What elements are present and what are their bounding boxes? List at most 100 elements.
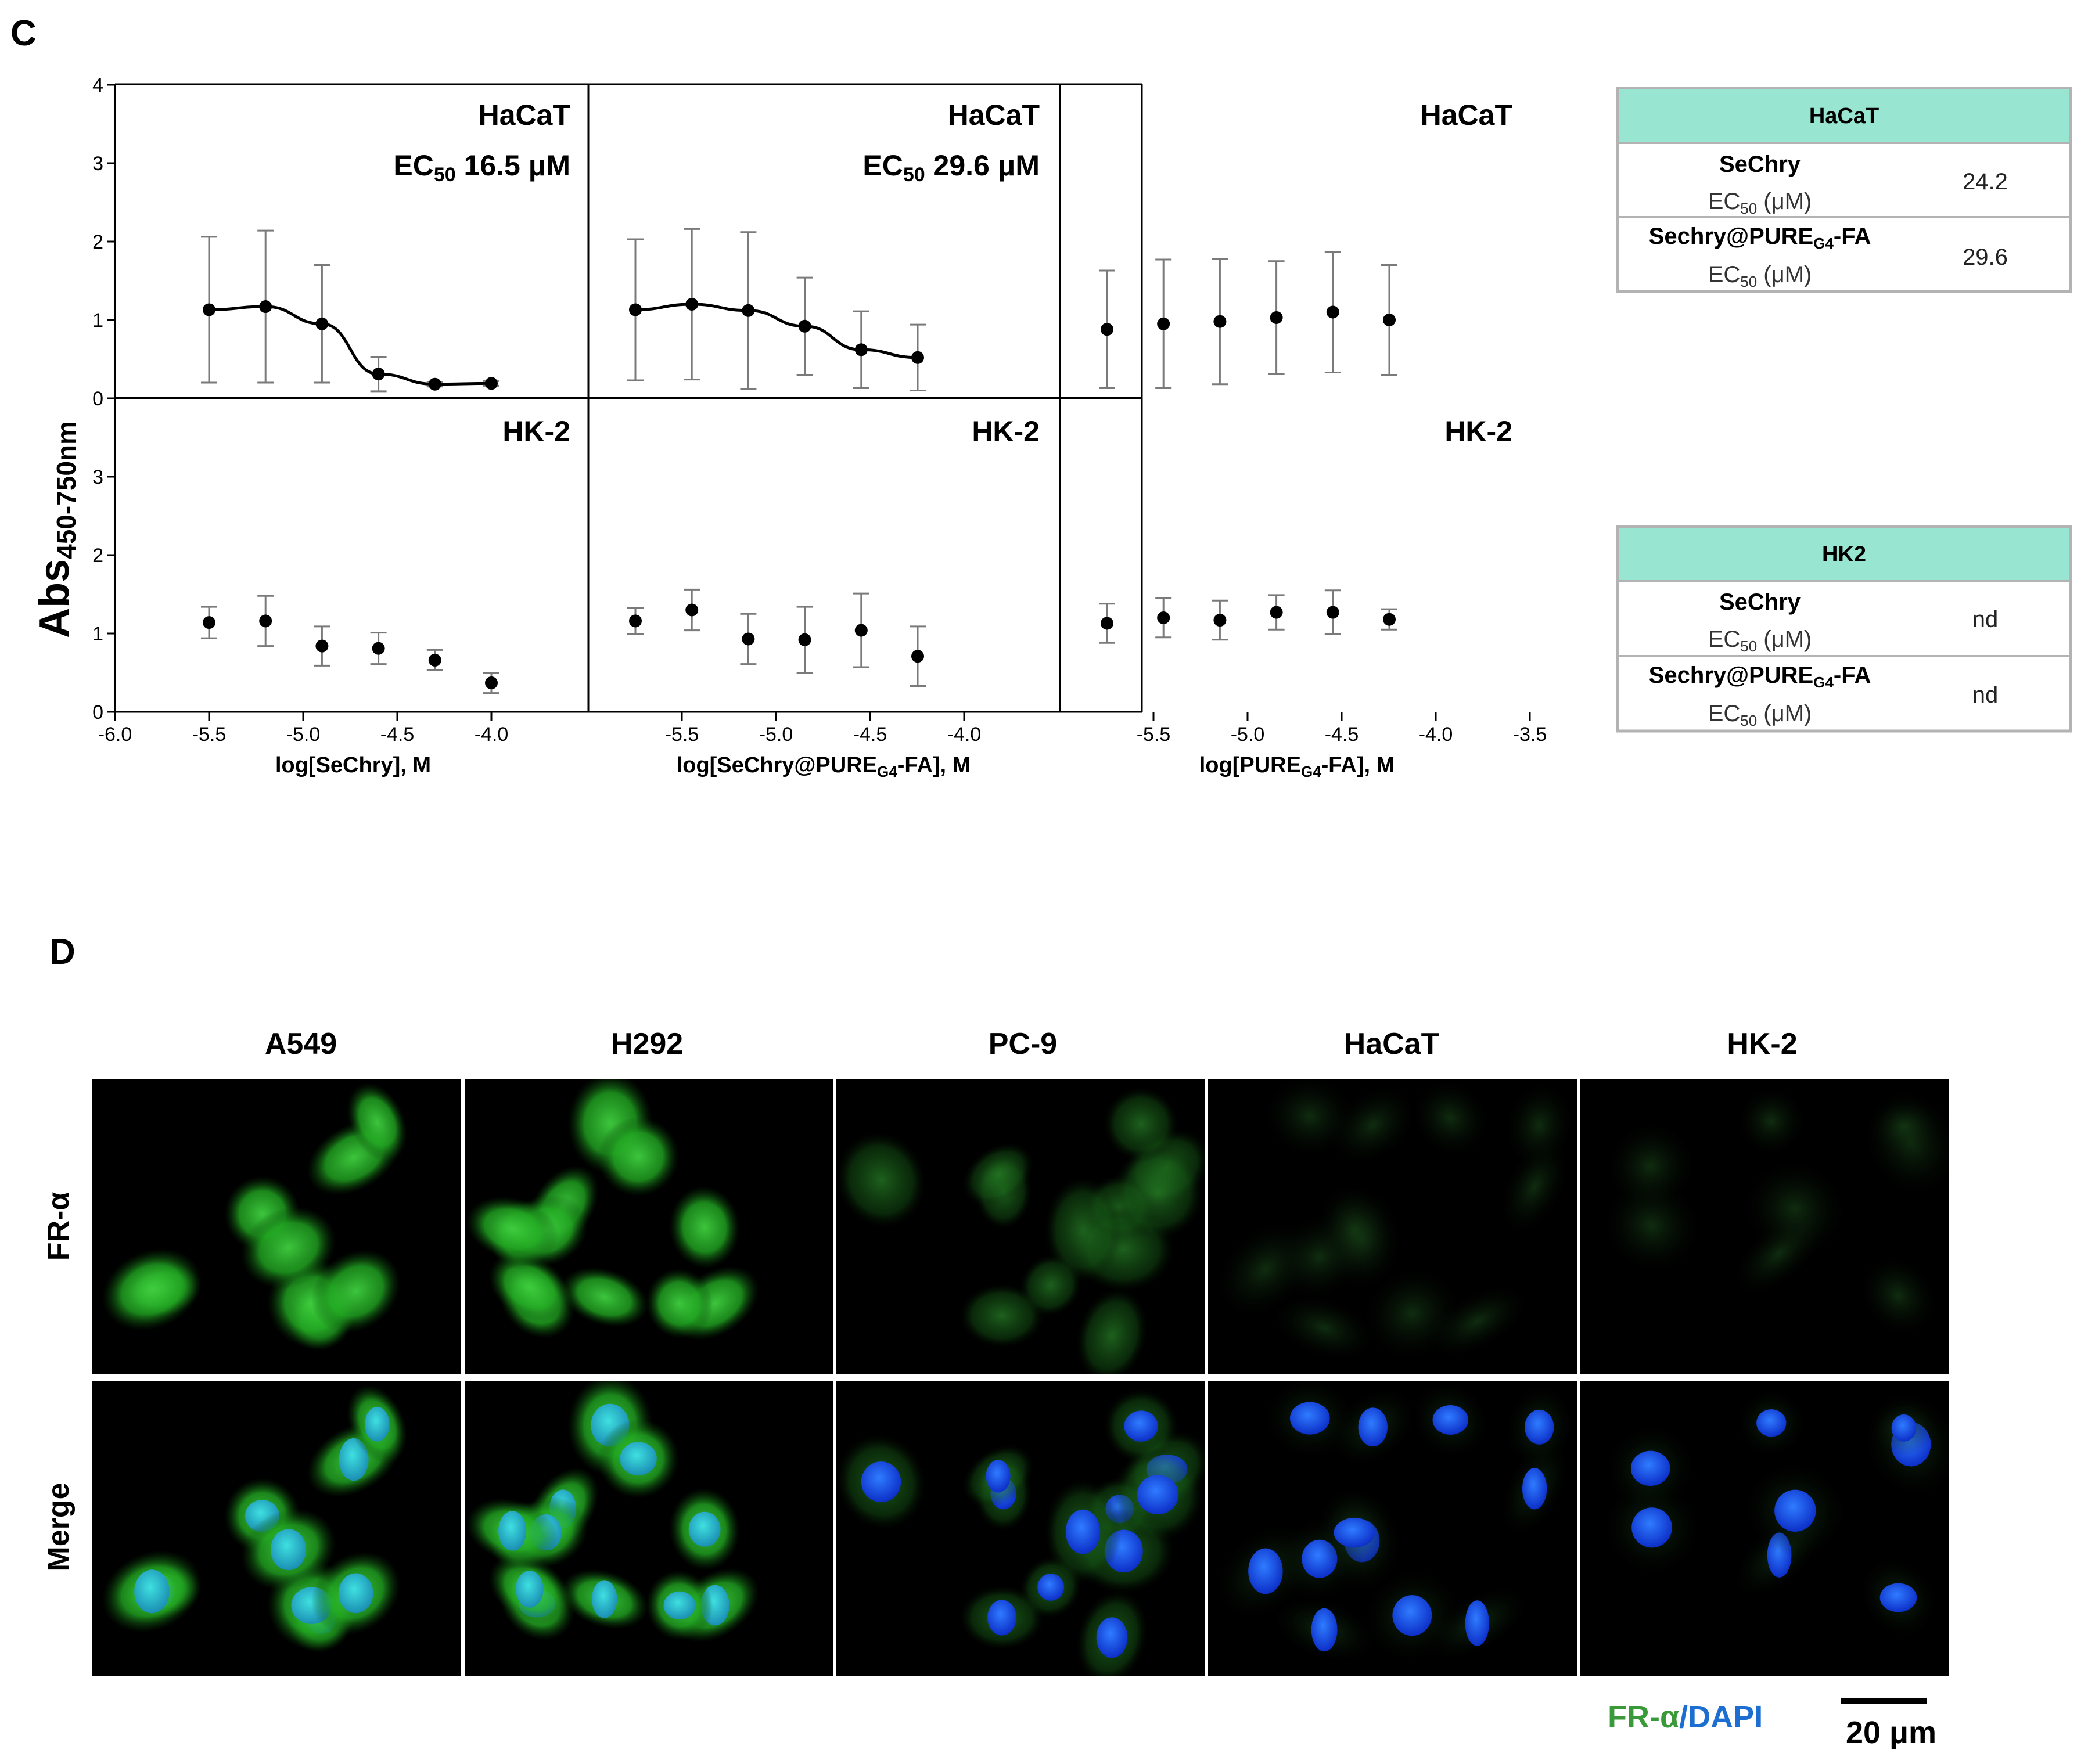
x-axis-title-pure: log[PUREG4-FA], M (1199, 753, 1395, 780)
nucleus (271, 1529, 307, 1571)
data-point (372, 642, 385, 655)
cell-stain (1044, 1176, 1122, 1283)
nucleus (338, 1573, 373, 1614)
x-tick-label: -5.5 (192, 723, 227, 746)
cell-stain (1608, 1124, 1694, 1209)
nucleus (1525, 1409, 1554, 1445)
data-point (911, 351, 924, 364)
series-top-left (201, 229, 499, 393)
cell-stain (1428, 1286, 1527, 1356)
data-point (742, 304, 755, 317)
y-axis-label-sub: 450-750nm (51, 421, 81, 559)
data-point (1326, 305, 1339, 319)
micrograph-a549-merge (92, 1381, 461, 1676)
y-tick-label: 4 (92, 74, 103, 96)
nucleus (688, 1511, 721, 1547)
cell-stain (836, 1132, 926, 1228)
legend-separator: / (1679, 1700, 1688, 1734)
data-point (685, 603, 699, 617)
data-point (372, 368, 385, 381)
data-point (911, 650, 924, 663)
data-point (1101, 617, 1113, 630)
nucleus (1879, 1583, 1917, 1612)
cell-stain (1501, 1141, 1568, 1233)
cell-stain (466, 1196, 559, 1262)
fit-curve (209, 305, 492, 386)
column-header-hacat: HaCaT (1344, 1027, 1440, 1061)
table-header: HK2 (1822, 542, 1866, 567)
cell-stain (311, 1250, 401, 1333)
nucleus (986, 1460, 1011, 1493)
nucleus (1756, 1409, 1787, 1437)
column-header-a549: A549 (265, 1027, 337, 1061)
data-point (1157, 611, 1170, 624)
nucleus (663, 1591, 696, 1620)
table-row-value: 24.2 (1963, 169, 2008, 195)
y-tick-label: 0 (92, 388, 103, 410)
cell-stain (1112, 1146, 1204, 1240)
data-point (428, 653, 441, 667)
column-header-pc9: PC-9 (989, 1027, 1057, 1061)
table-header-bg (1619, 528, 2069, 581)
nucleus (1630, 1450, 1670, 1486)
nucleus (861, 1461, 901, 1503)
x-tick-label: -4.0 (475, 723, 509, 746)
x-axis-titles: log[SeChry], M log[SeChry@PUREG4-FA], M … (275, 753, 1395, 780)
micrograph-hk-2-merge (1580, 1381, 1949, 1676)
nucleus (134, 1569, 170, 1614)
table-row-name: SeChry (1719, 589, 1801, 615)
x-tick-label: -4.5 (380, 723, 415, 746)
nucleus (1289, 1402, 1330, 1435)
data-point (798, 319, 811, 333)
scale-bar-label: 20 μm (1846, 1715, 1936, 1750)
cell-stain (560, 1267, 649, 1327)
nucleus (1465, 1600, 1489, 1646)
y-axis-ticks-bottom (107, 476, 115, 713)
data-point (854, 624, 868, 637)
cell-stain (597, 1117, 680, 1197)
micrograph-pc-9-merge (836, 1381, 1205, 1676)
cell-stain (959, 1283, 1045, 1348)
y-tick-label: 1 (92, 309, 103, 332)
nucleus (365, 1406, 390, 1442)
column-header-h292: H292 (611, 1027, 683, 1061)
nucleus (1065, 1509, 1101, 1554)
fit-curve (635, 303, 918, 359)
data-point (1157, 317, 1170, 330)
cell-stain (1738, 1088, 1805, 1154)
cell-stain (1266, 1079, 1354, 1155)
nucleus (1358, 1407, 1388, 1447)
data-point (428, 377, 441, 391)
panel-titles: HaCaT HaCaT HaCaT HK-2 HK-2 HK-2 EC50 16… (393, 99, 1512, 448)
table-row-ec: EC50 (μM) (1708, 262, 1812, 290)
nucleus (1522, 1468, 1547, 1510)
x-tick-label: -5.0 (286, 723, 321, 746)
cell-stain (488, 1252, 571, 1322)
table-row-name: Sechry@PUREG4-FA (1649, 224, 1871, 252)
data-point (629, 614, 642, 628)
x-axis-labels: -6.0 -5.5 -5.0 -4.5 -4.0 -5.5 -5.0 -4.5 … (98, 723, 1547, 746)
y-axis-labels-top: 0 1 2 3 4 (92, 74, 103, 410)
data-point (203, 303, 215, 316)
nucleus (1631, 1507, 1672, 1548)
panel-title: HaCaT (948, 99, 1040, 131)
data-point (259, 614, 272, 628)
x-tick-label: -5.5 (665, 723, 699, 746)
data-marks (201, 228, 1397, 694)
y-tick-label: 1 (92, 623, 103, 645)
panel-title: HaCaT (1421, 99, 1512, 131)
x-tick-label: -4.0 (947, 723, 982, 746)
x-axis-ticks (114, 712, 1531, 721)
x-tick-label: -4.0 (1419, 723, 1453, 746)
table-row-value: nd (1972, 682, 1999, 708)
nucleus (1774, 1489, 1816, 1532)
data-point (798, 633, 811, 646)
panel-title: HK-2 (972, 415, 1040, 448)
data-point (1383, 613, 1396, 626)
legend-dapi: DAPI (1688, 1700, 1763, 1734)
x-tick-label: -4.5 (853, 723, 887, 746)
ec50-annotation: EC50 16.5 μM (393, 149, 570, 186)
table-row-ec: EC50 (μM) (1708, 189, 1812, 217)
y-axis-label: Abs450-750nm (31, 421, 81, 638)
